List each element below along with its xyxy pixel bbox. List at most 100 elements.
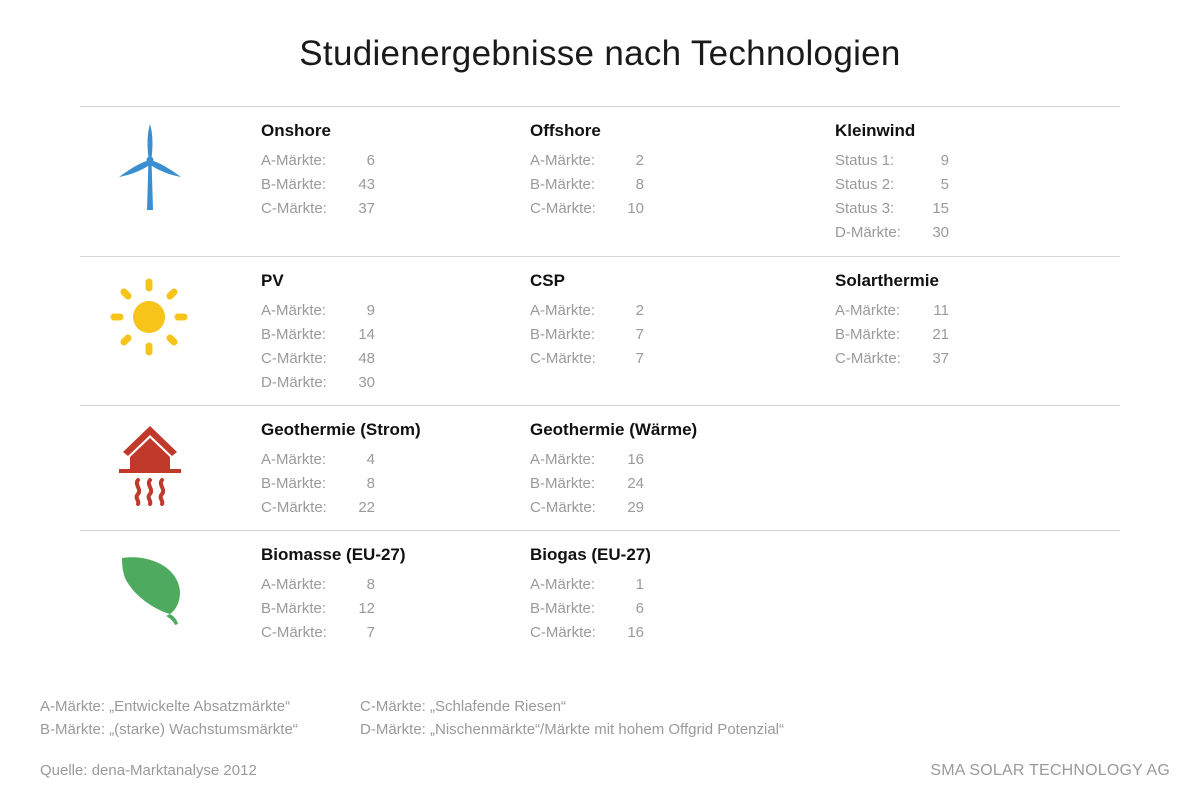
market-row: Status 2: 5 bbox=[835, 175, 1075, 199]
market-value: 9 bbox=[940, 152, 949, 169]
market-row: C-Märkte: 22 bbox=[261, 498, 501, 522]
market-row: D-Märkte: 30 bbox=[261, 373, 501, 397]
market-row: C-Märkte: 10 bbox=[530, 199, 770, 223]
market-row: B-Märkte: 24 bbox=[530, 474, 770, 498]
market-row: B-Märkte: 21 bbox=[835, 325, 1075, 349]
market-label: C-Märkte: bbox=[835, 350, 901, 367]
market-label: C-Märkte: bbox=[261, 499, 327, 516]
group-pv: PV A-Märkte: 9 B-Märkte: 14 C-Märkte: 48 D-… bbox=[261, 271, 501, 397]
market-value: 12 bbox=[358, 600, 375, 617]
market-row: B-Märkte: 43 bbox=[261, 175, 501, 199]
market-row: C-Märkte: 48 bbox=[261, 349, 501, 373]
divider bbox=[80, 256, 1120, 257]
market-value: 2 bbox=[635, 152, 644, 169]
market-row: C-Märkte: 16 bbox=[530, 623, 770, 647]
market-label: C-Märkte: bbox=[530, 499, 596, 516]
market-row: A-Märkte: 2 bbox=[530, 301, 770, 325]
market-value: 43 bbox=[358, 176, 375, 193]
market-row: D-Märkte: 30 bbox=[835, 223, 1075, 247]
market-row: B-Märkte: 12 bbox=[261, 599, 501, 623]
market-row: A-Märkte: 11 bbox=[835, 301, 1075, 325]
market-label: B-Märkte: bbox=[835, 326, 901, 343]
leaf-icon bbox=[100, 548, 200, 648]
market-value: 10 bbox=[627, 200, 644, 217]
source-note: Quelle: dena-Marktanalyse 2012 bbox=[40, 762, 257, 779]
market-label: Status 2: bbox=[835, 176, 895, 193]
market-value: 8 bbox=[366, 576, 375, 593]
market-value: 8 bbox=[635, 176, 644, 193]
group-title: Solarthermie bbox=[835, 271, 939, 290]
market-label: B-Märkte: bbox=[530, 326, 596, 343]
group-kleinwind: Kleinwind Status 1: 9 Status 2: 5 Status 3… bbox=[835, 121, 1075, 247]
market-row: C-Märkte: 37 bbox=[261, 199, 501, 223]
market-value: 7 bbox=[635, 350, 644, 367]
market-label: Status 1: bbox=[835, 152, 895, 169]
market-value: 24 bbox=[627, 475, 644, 492]
group-title: CSP bbox=[530, 271, 565, 290]
group-title: Kleinwind bbox=[835, 121, 916, 140]
company-name: SMA SOLAR TECHNOLOGY AG bbox=[930, 762, 1170, 779]
market-value: 21 bbox=[932, 326, 949, 343]
market-row: B-Märkte: 8 bbox=[261, 474, 501, 498]
market-row: C-Märkte: 7 bbox=[261, 623, 501, 647]
page-title: Studienergebnisse nach Technologien bbox=[299, 34, 901, 73]
geothermal-house-icon bbox=[100, 418, 200, 518]
market-label: A-Märkte: bbox=[261, 302, 327, 319]
group-csp: CSP A-Märkte: 2 B-Märkte: 7 C-Märkte: 7 bbox=[530, 271, 770, 373]
market-value: 29 bbox=[627, 499, 644, 516]
market-value: 14 bbox=[358, 326, 375, 343]
market-value: 6 bbox=[635, 600, 644, 617]
market-label: C-Märkte: bbox=[530, 350, 596, 367]
market-label: C-Märkte: bbox=[261, 350, 327, 367]
market-label: B-Märkte: bbox=[530, 176, 596, 193]
market-label: A-Märkte: bbox=[835, 302, 901, 319]
market-row: C-Märkte: 29 bbox=[530, 498, 770, 522]
sun-icon bbox=[100, 267, 200, 367]
market-row: Status 1: 9 bbox=[835, 151, 1075, 175]
market-label: A-Märkte: bbox=[530, 576, 596, 593]
group-geothermie-strom: Geothermie (Strom) A-Märkte: 4 B-Märkte: 8… bbox=[261, 420, 501, 522]
market-label: A-Märkte: bbox=[261, 152, 327, 169]
group-title: Biogas (EU-27) bbox=[530, 545, 651, 564]
market-label: Status 3: bbox=[835, 200, 895, 217]
market-value: 37 bbox=[358, 200, 375, 217]
market-row: B-Märkte: 7 bbox=[530, 325, 770, 349]
market-label: C-Märkte: bbox=[261, 624, 327, 641]
group-geothermie-waerme: Geothermie (Wärme) A-Märkte: 16 B-Märkte:… bbox=[530, 420, 770, 522]
group-biogas: Biogas (EU-27) A-Märkte: 1 B-Märkte: 6 C-M… bbox=[530, 545, 770, 647]
market-value: 7 bbox=[635, 326, 644, 343]
group-title: Onshore bbox=[261, 121, 331, 140]
market-row: A-Märkte: 8 bbox=[261, 575, 501, 599]
group-title: Geothermie (Wärme) bbox=[530, 420, 698, 439]
market-label: D-Märkte: bbox=[261, 374, 327, 391]
market-label: C-Märkte: bbox=[261, 200, 327, 217]
market-label: B-Märkte: bbox=[261, 600, 327, 617]
market-label: C-Märkte: bbox=[530, 624, 596, 641]
market-row: A-Märkte: 1 bbox=[530, 575, 770, 599]
market-value: 37 bbox=[932, 350, 949, 367]
group-solarthermie: Solarthermie A-Märkte: 11 B-Märkte: 21 C-M… bbox=[835, 271, 1075, 373]
market-row: A-Märkte: 4 bbox=[261, 450, 501, 474]
market-row: A-Märkte: 2 bbox=[530, 151, 770, 175]
market-label: B-Märkte: bbox=[530, 600, 596, 617]
legend-a: A-Märkte: „Entwickelte Absatzmärkte“ bbox=[40, 698, 291, 715]
market-label: B-Märkte: bbox=[530, 475, 596, 492]
market-label: B-Märkte: bbox=[261, 326, 327, 343]
legend-d: D-Märkte: „Nischenmärkte“/Märkte mit hoh… bbox=[360, 721, 785, 738]
market-row: A-Märkte: 6 bbox=[261, 151, 501, 175]
market-value: 4 bbox=[366, 451, 375, 468]
divider bbox=[80, 530, 1120, 531]
legend-left: A-Märkte: „Entwickelte Absatzmärkte“ B-M… bbox=[40, 695, 298, 741]
legend-c: C-Märkte: „Schlafende Riesen“ bbox=[360, 698, 566, 715]
group-title: Biomasse (EU-27) bbox=[261, 545, 406, 564]
market-value: 2 bbox=[635, 302, 644, 319]
group-onshore: Onshore A-Märkte: 6 B-Märkte: 43 C-Märkte:… bbox=[261, 121, 501, 223]
market-label: C-Märkte: bbox=[530, 200, 596, 217]
market-row: B-Märkte: 6 bbox=[530, 599, 770, 623]
market-label: B-Märkte: bbox=[261, 475, 327, 492]
market-label: A-Märkte: bbox=[261, 451, 327, 468]
group-title: PV bbox=[261, 271, 284, 290]
market-label: D-Märkte: bbox=[835, 224, 901, 241]
wind-turbine-icon bbox=[100, 120, 200, 220]
market-label: A-Märkte: bbox=[530, 152, 596, 169]
